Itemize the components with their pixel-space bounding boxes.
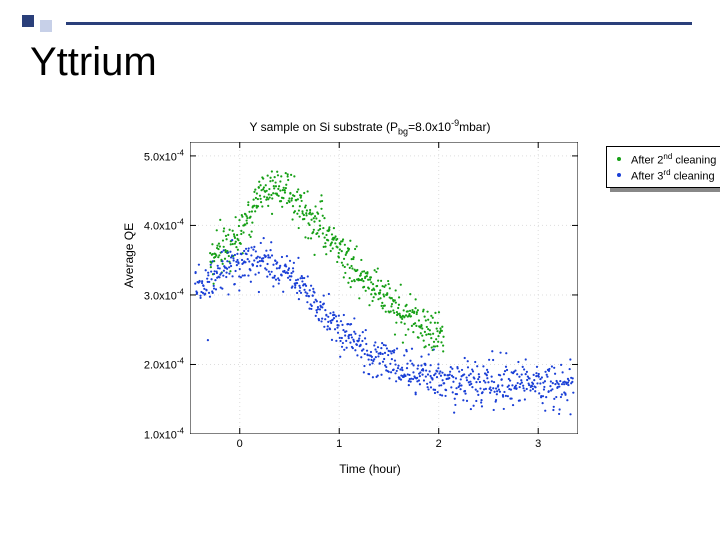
ytick-label: 5.0x10-4 (144, 149, 184, 164)
chart-container: Y sample on Si substrate (Pbg=8.0x10-9mb… (130, 118, 610, 478)
legend-item-0: After 2nd cleaning (613, 151, 720, 167)
accent-line (66, 22, 692, 25)
ytick-label: 4.0x10-4 (144, 218, 184, 233)
scatter-plot (190, 142, 578, 434)
slide: Yttrium Y sample on Si substrate (Pbg=8.… (0, 0, 720, 540)
legend-label-0: After 2nd cleaning (631, 152, 716, 167)
ytick-label: 1.0x10-4 (144, 427, 184, 442)
accent-square-dark (22, 15, 34, 27)
y-axis-label: Average QE (122, 223, 136, 288)
xtick-label: 1 (336, 438, 342, 450)
chart-title: Y sample on Si substrate (Pbg=8.0x10-9mb… (130, 118, 610, 136)
legend-marker-0 (617, 157, 621, 161)
top-accent (0, 0, 720, 36)
legend-marker-1 (617, 173, 621, 177)
ytick-label: 3.0x10-4 (144, 288, 184, 303)
ytick-label: 2.0x10-4 (144, 357, 184, 372)
accent-square-light (40, 20, 52, 32)
xtick-label: 3 (535, 438, 541, 450)
xtick-label: 0 (237, 438, 243, 450)
legend-box: After 2nd cleaning After 3rd cleaning (606, 146, 720, 188)
legend-label-1: After 3rd cleaning (631, 168, 715, 183)
slide-title: Yttrium (30, 40, 157, 85)
xtick-label: 2 (436, 438, 442, 450)
legend-item-1: After 3rd cleaning (613, 167, 720, 183)
x-axis-label: Time (hour) (130, 462, 610, 476)
